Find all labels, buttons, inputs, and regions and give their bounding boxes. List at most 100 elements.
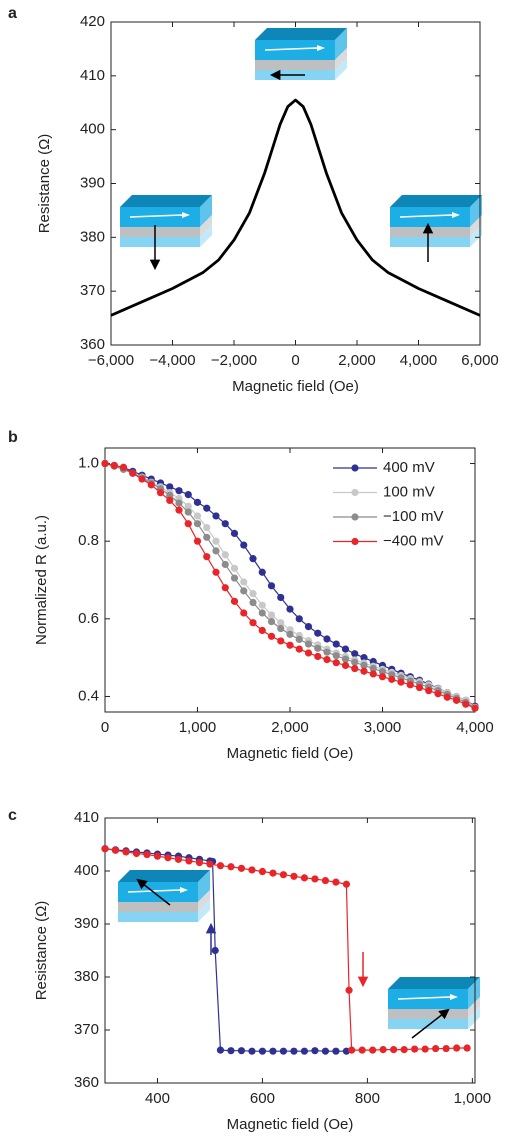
x-tick-label: 4,000 [400, 352, 438, 369]
data-point [249, 589, 257, 598]
x-tick-label: 1,000 [179, 719, 217, 736]
data-point [304, 622, 313, 631]
data-point [279, 1047, 288, 1055]
data-point [286, 630, 294, 638]
data-point [314, 644, 322, 652]
data-point [221, 520, 229, 528]
data-point [351, 664, 359, 673]
data-point [258, 609, 266, 617]
data-point [175, 506, 183, 514]
data-point [390, 1046, 398, 1054]
data-point [237, 864, 246, 872]
data-point [290, 1047, 298, 1055]
x-tick-label: 400 [145, 1090, 170, 1107]
data-point [290, 872, 298, 880]
data-point [415, 683, 424, 692]
data-point [258, 626, 266, 635]
data-point [122, 848, 130, 856]
data-point [203, 504, 211, 512]
y-tick-label: 0.4 [78, 687, 99, 704]
data-point [240, 587, 248, 595]
data-point [129, 469, 137, 477]
inset-diagrams [117, 27, 483, 1039]
data-point [132, 849, 141, 858]
data-point [216, 1046, 225, 1054]
data-point [311, 875, 319, 883]
legend-marker [351, 464, 359, 472]
data-point [348, 1046, 356, 1054]
data-point [388, 675, 396, 683]
data-point [258, 867, 267, 876]
y-axis-label: Resistance (Ω) [33, 901, 50, 1001]
data-point [406, 681, 414, 689]
data-point [258, 1047, 267, 1055]
data-point [193, 512, 202, 520]
data-point [360, 661, 368, 670]
data-point [267, 617, 276, 626]
data-point [378, 673, 387, 681]
data-point [193, 537, 202, 545]
data-point [323, 655, 331, 664]
data-point [332, 1047, 340, 1055]
data-point [400, 1046, 408, 1054]
legend-marker [351, 537, 359, 546]
x-axis-label: Magnetic field (Oe) [227, 1116, 354, 1133]
data-point [249, 555, 257, 563]
y-tick-label: 0.8 [78, 532, 99, 549]
data-point [221, 551, 229, 559]
x-tick-label: 4,000 [456, 719, 494, 736]
x-tick-label: 800 [355, 1090, 380, 1107]
data-point [311, 1047, 319, 1055]
y-tick-label: 400 [80, 121, 105, 138]
x-axis-label: Magnetic field (Oe) [232, 378, 359, 395]
y-axis-label: Resistance (Ω) [36, 134, 53, 234]
data-point [248, 866, 256, 874]
data-point [360, 667, 368, 675]
legend-marker [351, 488, 359, 497]
data-point [342, 880, 351, 888]
x-tick-label: 0 [101, 719, 109, 736]
data-point [369, 664, 377, 673]
data-point [332, 878, 340, 886]
data-point [277, 593, 285, 602]
data-point [175, 487, 183, 495]
data-point [240, 578, 248, 586]
data-point [360, 654, 368, 662]
data-point [175, 499, 183, 507]
y-tick-label: 370 [74, 1021, 99, 1038]
data-point [249, 619, 257, 627]
y-tick-label: 380 [74, 968, 99, 985]
data-point [164, 854, 172, 862]
y-tick-label: 360 [74, 1074, 99, 1091]
data-point [341, 645, 350, 653]
legend-marker [351, 513, 359, 521]
y-tick-label: 410 [74, 809, 99, 826]
y-tick-label: 420 [80, 13, 105, 30]
data-point [332, 659, 340, 667]
data-point [203, 523, 211, 532]
data-point [166, 491, 174, 499]
data-point [279, 871, 288, 879]
x-tick-label: 0 [291, 352, 299, 369]
data-point [378, 668, 387, 676]
data-point [323, 635, 331, 643]
data-point [351, 658, 359, 666]
data-point [166, 483, 174, 491]
data-point [286, 605, 294, 613]
data-point [119, 463, 128, 472]
data-point [332, 652, 340, 660]
data-point [323, 648, 331, 656]
y-tick-label: 380 [80, 228, 105, 245]
data-point [269, 1047, 277, 1055]
data-point [314, 629, 322, 637]
plot-frame [104, 817, 476, 1084]
data-point [432, 1044, 440, 1053]
data-point [184, 520, 192, 528]
data-point [267, 582, 276, 590]
y-tick-label: 390 [80, 174, 105, 191]
x-axis-label: Magnetic field (Oe) [227, 745, 354, 762]
data-point [221, 584, 229, 592]
data-point [212, 568, 220, 576]
data-point [434, 690, 442, 698]
